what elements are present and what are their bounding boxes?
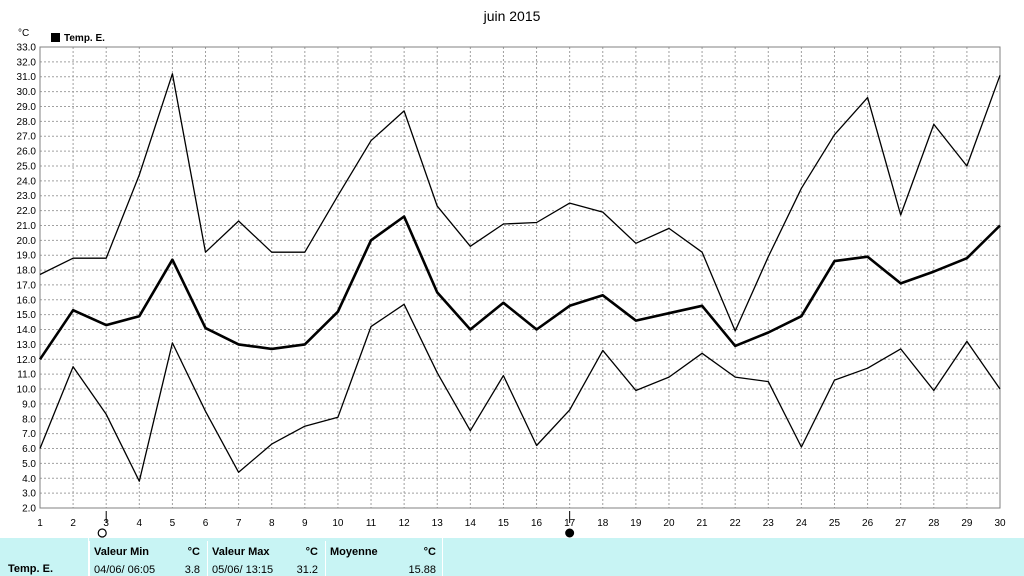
x-tick-label: 19 bbox=[630, 518, 642, 529]
first-quarter-moon-icon bbox=[97, 528, 107, 538]
y-tick-label: 20.0 bbox=[17, 236, 37, 247]
y-tick-label: 27.0 bbox=[17, 132, 37, 143]
y-tick-label: 22.0 bbox=[17, 206, 37, 217]
y-tick-label: 21.0 bbox=[17, 221, 37, 232]
temperature-chart: juin 2015 °C Temp. E. 2.0 3.0 4.0 5.0 6.0 7.0… bbox=[17, 8, 1006, 538]
x-tick-label: 17 bbox=[564, 518, 576, 529]
x-tick-label: 21 bbox=[697, 518, 709, 529]
y-tick-label: 31.0 bbox=[17, 72, 37, 83]
x-tick-label: 15 bbox=[498, 518, 510, 529]
x-tick-label: 23 bbox=[763, 518, 775, 529]
max-date: 05/06/ 13:15 bbox=[212, 564, 274, 576]
max-value: 31.2 bbox=[296, 564, 318, 576]
y-tick-label: 19.0 bbox=[17, 251, 37, 262]
y-axis-unit: °C bbox=[18, 28, 29, 39]
full-moon-icon bbox=[565, 528, 575, 538]
mean-header: Moyenne bbox=[330, 546, 378, 558]
min-date: 04/06/ 06:05 bbox=[94, 564, 156, 576]
y-tick-label: 6.0 bbox=[22, 444, 36, 455]
x-tick-label: 9 bbox=[302, 518, 308, 529]
mean-unit: °C bbox=[423, 546, 436, 558]
x-tick-label: 26 bbox=[862, 518, 874, 529]
legend-swatch bbox=[51, 33, 60, 42]
y-tick-label: 18.0 bbox=[17, 266, 37, 277]
x-tick-label: 20 bbox=[663, 518, 675, 529]
y-tick-label: 3.0 bbox=[22, 489, 36, 500]
x-tick-label: 28 bbox=[928, 518, 940, 529]
x-tick-label: 22 bbox=[730, 518, 742, 529]
y-tick-label: 24.0 bbox=[17, 176, 37, 187]
x-tick-label: 14 bbox=[465, 518, 477, 529]
footer-divider bbox=[88, 538, 89, 576]
max-unit: °C bbox=[305, 546, 318, 558]
plot-frame bbox=[39, 46, 1001, 509]
grid-lines bbox=[40, 47, 1000, 508]
y-tick-label: 12.0 bbox=[17, 355, 37, 366]
y-tick-label: 32.0 bbox=[17, 57, 37, 68]
y-tick-label: 15.0 bbox=[17, 310, 37, 321]
footer-series-name: Temp. E. bbox=[8, 563, 54, 575]
x-tick-label: 11 bbox=[366, 518, 377, 529]
y-tick-label: 26.0 bbox=[17, 147, 37, 158]
series-lines bbox=[38, 73, 1001, 482]
min-value: 3.8 bbox=[184, 564, 200, 576]
y-tick-label: 10.0 bbox=[17, 385, 37, 396]
x-tick-label: 24 bbox=[796, 518, 808, 529]
min-value-panel: Valeur Min °C 04/06/ 06:05 3.8 bbox=[89, 541, 206, 576]
y-tick-label: 14.0 bbox=[17, 325, 37, 336]
series-line-min bbox=[39, 303, 1001, 482]
x-tick-label: 13 bbox=[432, 518, 444, 529]
y-tick-label: 11.0 bbox=[17, 370, 36, 381]
y-tick-label: 16.0 bbox=[17, 295, 37, 306]
y-tick-label: 5.0 bbox=[22, 459, 36, 470]
y-tick-label: 30.0 bbox=[17, 87, 37, 98]
x-tick-label: 29 bbox=[961, 518, 973, 529]
x-tick-label: 12 bbox=[399, 518, 411, 529]
y-tick-label: 25.0 bbox=[17, 161, 37, 172]
x-tick-label: 5 bbox=[170, 518, 176, 529]
series-line-mean bbox=[38, 215, 1001, 361]
y-tick-label: 8.0 bbox=[22, 414, 36, 425]
x-tick-label: 7 bbox=[236, 518, 242, 529]
x-tick-label: 10 bbox=[332, 518, 344, 529]
legend-label: Temp. E. bbox=[64, 33, 105, 44]
series-line-max bbox=[39, 73, 1001, 332]
max-value-panel: Valeur Max °C 05/06/ 13:15 31.2 bbox=[207, 541, 324, 576]
x-tick-label: 16 bbox=[531, 518, 543, 529]
max-header: Valeur Max bbox=[212, 546, 270, 558]
y-tick-label: 28.0 bbox=[17, 117, 37, 128]
x-tick-label: 30 bbox=[994, 518, 1006, 529]
y-tick-label: 4.0 bbox=[22, 474, 36, 485]
y-tick-label: 29.0 bbox=[17, 102, 37, 113]
y-axis-ticks: 2.0 3.0 4.0 5.0 6.0 7.0 8.0 9.0 10.0 11.0 12.0 13.0… bbox=[17, 43, 37, 515]
x-tick-label: 27 bbox=[895, 518, 907, 529]
mean-value: 15.88 bbox=[408, 564, 436, 576]
x-tick-label: 18 bbox=[597, 518, 609, 529]
min-header: Valeur Min bbox=[94, 546, 150, 558]
y-tick-label: 13.0 bbox=[17, 340, 37, 351]
x-axis-ticks: 1 2 3 4 5 6 7 8 9 10 11 12 13 14 15 16 17 18 19 20 21 22 23 24 2… bbox=[37, 518, 1006, 529]
mean-value-panel: Moyenne °C 15.88 bbox=[325, 541, 442, 576]
x-tick-label: 4 bbox=[137, 518, 143, 529]
min-unit: °C bbox=[187, 546, 200, 558]
x-tick-label: 1 bbox=[37, 518, 43, 529]
y-tick-label: 9.0 bbox=[22, 399, 36, 410]
chart-title: juin 2015 bbox=[483, 8, 541, 24]
x-tick-label: 8 bbox=[269, 518, 275, 529]
y-tick-label: 7.0 bbox=[22, 429, 36, 440]
x-tick-label: 25 bbox=[829, 518, 841, 529]
y-tick-label: 33.0 bbox=[17, 43, 37, 54]
moon-phase-markers bbox=[97, 511, 575, 538]
y-tick-label: 23.0 bbox=[17, 191, 37, 202]
stats-footer: Temp. E. Valeur Min °C 04/06/ 06:05 3.8 … bbox=[0, 538, 1024, 576]
x-tick-label: 3 bbox=[103, 518, 109, 529]
y-tick-label: 17.0 bbox=[17, 280, 37, 291]
x-tick-label: 2 bbox=[70, 518, 76, 529]
y-tick-label: 2.0 bbox=[22, 504, 36, 515]
footer-divider bbox=[442, 538, 443, 576]
x-tick-label: 6 bbox=[203, 518, 209, 529]
